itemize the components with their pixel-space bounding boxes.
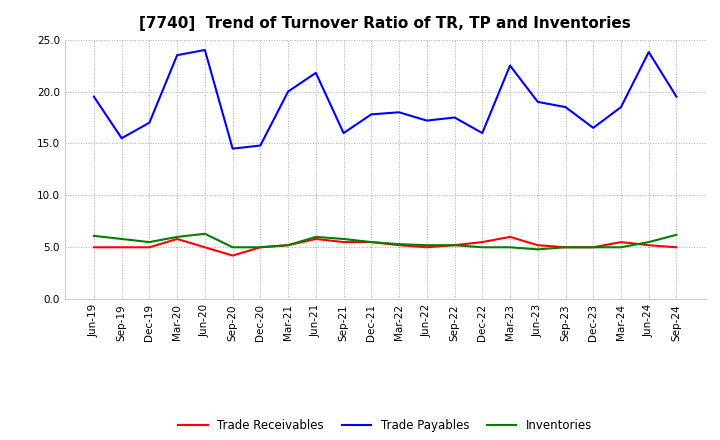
Inventories [339, 236, 348, 242]
Inventories [644, 239, 653, 245]
Inventories [89, 233, 98, 238]
Trade Receivables [312, 236, 320, 242]
Trade Receivables [616, 239, 625, 245]
Trade Receivables [505, 234, 514, 239]
Trade Receivables [173, 236, 181, 242]
Trade Receivables [589, 245, 598, 250]
Trade Receivables [145, 245, 154, 250]
Trade Payables [228, 146, 237, 151]
Inventories [256, 245, 265, 250]
Trade Payables [145, 120, 154, 125]
Line: Trade Payables: Trade Payables [94, 50, 677, 149]
Trade Receivables [367, 239, 376, 245]
Trade Receivables [423, 245, 431, 250]
Trade Receivables [339, 239, 348, 245]
Line: Trade Receivables: Trade Receivables [94, 237, 677, 256]
Trade Payables [672, 94, 681, 99]
Trade Payables [117, 136, 126, 141]
Trade Payables [505, 63, 514, 68]
Title: [7740]  Trend of Turnover Ratio of TR, TP and Inventories: [7740] Trend of Turnover Ratio of TR, TP… [140, 16, 631, 32]
Trade Receivables [117, 245, 126, 250]
Trade Payables [478, 130, 487, 136]
Trade Payables [201, 48, 210, 53]
Trade Payables [395, 110, 403, 115]
Inventories [616, 245, 625, 250]
Trade Payables [423, 118, 431, 123]
Trade Payables [616, 104, 625, 110]
Trade Payables [89, 94, 98, 99]
Trade Payables [339, 130, 348, 136]
Trade Payables [561, 104, 570, 110]
Trade Receivables [256, 245, 265, 250]
Trade Receivables [561, 245, 570, 250]
Legend: Trade Receivables, Trade Payables, Inventories: Trade Receivables, Trade Payables, Inven… [174, 414, 597, 436]
Inventories [367, 239, 376, 245]
Trade Receivables [450, 242, 459, 248]
Trade Receivables [644, 242, 653, 248]
Inventories [423, 242, 431, 248]
Inventories [117, 236, 126, 242]
Inventories [395, 242, 403, 247]
Trade Payables [312, 70, 320, 76]
Trade Payables [284, 89, 292, 94]
Inventories [201, 231, 210, 236]
Trade Payables [173, 52, 181, 58]
Inventories [450, 242, 459, 248]
Inventories [561, 245, 570, 250]
Trade Payables [589, 125, 598, 131]
Inventories [589, 245, 598, 250]
Line: Inventories: Inventories [94, 234, 677, 249]
Trade Receivables [672, 245, 681, 250]
Inventories [173, 234, 181, 239]
Inventories [534, 247, 542, 252]
Trade Receivables [228, 253, 237, 258]
Inventories [672, 232, 681, 238]
Inventories [505, 245, 514, 250]
Trade Receivables [395, 242, 403, 248]
Trade Payables [644, 49, 653, 55]
Trade Receivables [534, 242, 542, 248]
Trade Receivables [201, 245, 210, 250]
Trade Payables [256, 143, 265, 148]
Inventories [312, 234, 320, 239]
Trade Receivables [89, 245, 98, 250]
Inventories [145, 239, 154, 245]
Trade Payables [534, 99, 542, 105]
Trade Receivables [478, 239, 487, 245]
Inventories [478, 245, 487, 250]
Trade Payables [367, 112, 376, 117]
Inventories [228, 245, 237, 250]
Inventories [284, 242, 292, 248]
Trade Receivables [284, 242, 292, 248]
Trade Payables [450, 115, 459, 120]
